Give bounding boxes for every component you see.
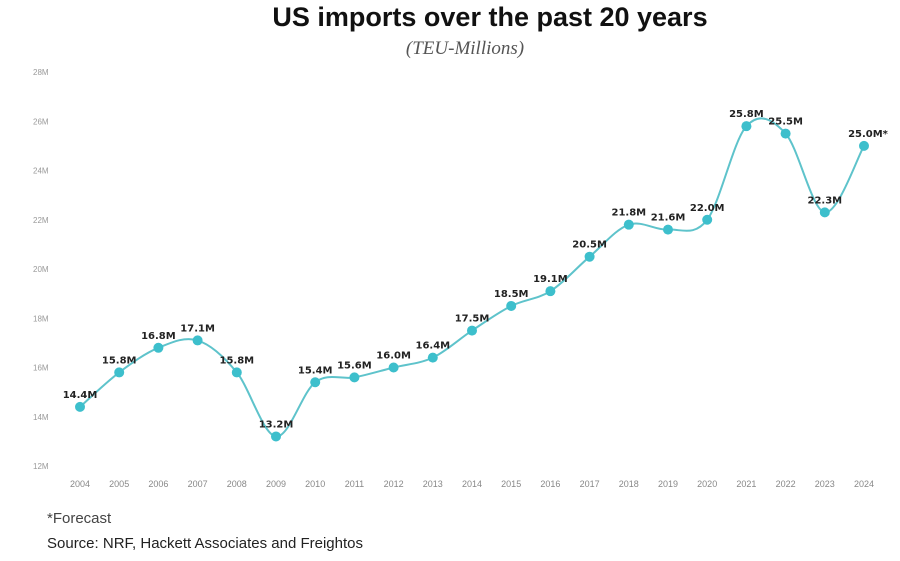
data-label: 18.5M [494,289,529,300]
data-label: 22.0M [690,203,725,214]
data-label: 21.6M [651,213,686,224]
data-point [153,342,164,353]
data-point [780,128,791,139]
x-tick-label: 2006 [148,479,168,489]
data-label: 16.0M [376,351,411,362]
x-tick-label: 2009 [266,479,286,489]
data-label: 15.4M [298,365,333,376]
data-label: 25.0M* [848,129,889,140]
data-point [427,352,438,363]
chart-subtitle: (TEU-Millions) [405,38,525,59]
x-tick-label: 2008 [227,479,247,489]
data-label: 17.1M [180,323,215,334]
data-point [506,300,517,311]
y-tick-label: 18M [33,314,49,323]
x-tick-label: 2015 [501,479,521,489]
x-tick-label: 2016 [540,479,560,489]
data-label: 15.6M [337,360,372,371]
data-label: 16.4M [415,341,450,352]
y-tick-label: 26M [33,117,49,126]
x-tick-label: 2019 [658,479,678,489]
data-point [741,121,752,132]
data-label: 25.8M [729,109,764,120]
source-note: Source: NRF, Hackett Associates and Frei… [47,535,363,552]
y-tick-label: 14M [33,413,49,422]
data-point [114,367,125,378]
data-point [75,401,85,412]
data-label: 17.5M [455,314,490,325]
line-chart: 12M 14M 16M 18M 20M 22M 24M 26M 28M 2004 2005 2006 2… [33,68,889,489]
data-point [467,325,477,336]
x-tick-label: 2022 [776,479,796,489]
data-point [310,377,321,388]
data-label: 16.8M [141,331,176,342]
data-point [231,367,242,378]
x-tick-label: 2011 [345,479,364,489]
x-tick-label: 2018 [619,479,639,489]
x-tick-label: 2007 [188,479,208,489]
x-tick-label: 2020 [697,479,717,489]
x-tick-label: 2024 [854,479,874,489]
x-tick-label: 2013 [423,479,443,489]
x-tick-label: 2010 [305,479,325,489]
data-point [663,224,673,235]
data-point [192,335,203,346]
data-label: 21.8M [611,208,646,219]
data-point [349,372,360,383]
y-tick-label: 28M [33,68,49,77]
data-point [584,251,595,262]
x-tick-label: 2021 [736,479,756,489]
y-tick-label: 12M [33,462,49,471]
data-label: 14.4M [63,390,98,401]
x-tick-label: 2014 [462,479,482,489]
data-point [623,219,634,230]
data-label: 15.8M [102,355,137,366]
data-point [545,286,556,297]
data-label: 19.1M [533,274,568,285]
x-tick-label: 2023 [815,479,835,489]
data-label: 22.3M [807,195,842,206]
chart-title: US imports over the past 20 years [272,2,708,32]
x-tick-label: 2005 [109,479,129,489]
data-point [271,431,281,442]
y-tick-label: 22M [33,216,49,225]
forecast-footnote: *Forecast [47,510,112,527]
data-point [702,214,713,225]
x-tick-label: 2012 [384,479,404,489]
data-point [388,362,399,373]
data-point [859,140,869,151]
y-tick-label: 24M [33,167,49,176]
series-line [79,117,865,438]
data-point [819,207,830,218]
y-tick-label: 20M [33,265,49,274]
data-label: 13.2M [259,419,294,430]
x-tick-label: 2017 [580,479,600,489]
data-label: 25.5M [768,117,803,128]
y-tick-label: 16M [33,364,49,373]
data-label: 15.8M [219,355,254,366]
data-label: 20.5M [572,240,607,251]
x-tick-label: 2004 [70,479,90,489]
